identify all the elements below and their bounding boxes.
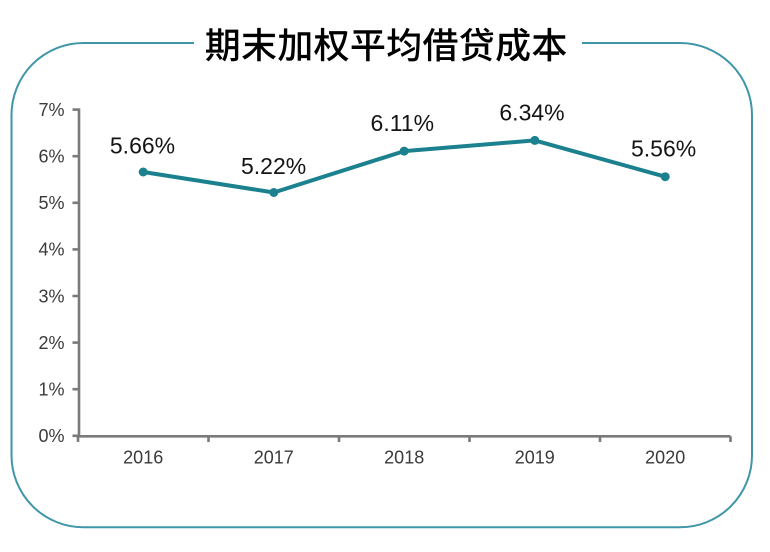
svg-text:2018: 2018: [384, 448, 424, 468]
svg-text:6%: 6%: [38, 147, 64, 167]
svg-text:2017: 2017: [254, 448, 294, 468]
svg-text:6.11%: 6.11%: [371, 110, 435, 136]
svg-text:5.66%: 5.66%: [110, 133, 175, 159]
svg-text:2016: 2016: [123, 448, 163, 468]
svg-text:7%: 7%: [38, 100, 64, 120]
svg-text:2%: 2%: [38, 333, 64, 353]
svg-text:4%: 4%: [38, 240, 64, 260]
svg-text:6.34%: 6.34%: [499, 100, 564, 126]
svg-text:5.56%: 5.56%: [631, 136, 696, 162]
svg-text:5.22%: 5.22%: [241, 153, 306, 179]
svg-text:2019: 2019: [515, 448, 555, 468]
svg-text:5%: 5%: [38, 193, 64, 213]
svg-text:3%: 3%: [38, 286, 64, 306]
svg-text:0%: 0%: [38, 426, 64, 446]
svg-text:2020: 2020: [645, 448, 685, 468]
svg-text:1%: 1%: [38, 380, 64, 400]
